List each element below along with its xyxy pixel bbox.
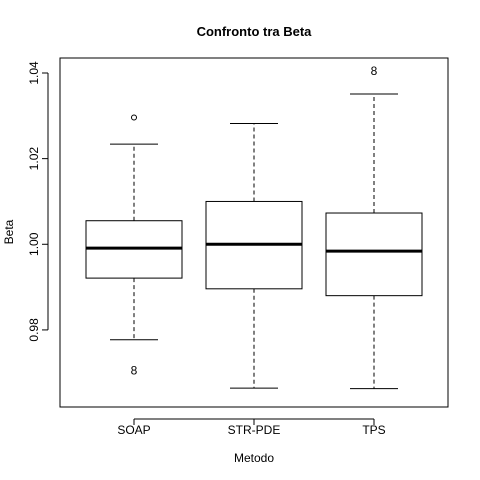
plot-frame xyxy=(59,57,449,408)
y-tick-label-3: 1.04 xyxy=(27,61,41,85)
box-tps: 8 xyxy=(325,64,423,390)
y-tick-label-0: 0.98 xyxy=(27,318,41,342)
box-str-pde xyxy=(205,123,303,389)
x-tick-label-0: SOAP xyxy=(117,423,150,437)
outlier-label-soap-1: 8 xyxy=(131,364,138,378)
x-axis-label: Metodo xyxy=(234,451,274,465)
y-tick-label-2: 1.02 xyxy=(27,147,41,171)
x-tick-label-1: STR-PDE xyxy=(228,423,281,437)
box-body-tps xyxy=(325,212,423,297)
box-soap: 8 xyxy=(85,114,183,378)
y-axis-label: Beta xyxy=(2,219,16,244)
y-tick-label-1: 1.00 xyxy=(27,232,41,256)
chart-title: Confronto tra Beta xyxy=(197,24,313,39)
y-axis: 0.98 1.00 1.02 1.04 xyxy=(27,61,49,342)
x-axis: SOAP STR-PDE TPS xyxy=(117,418,386,437)
outlier-label-tps-0: 8 xyxy=(371,64,378,78)
boxes-group: 88 xyxy=(85,64,423,390)
x-tick-label-2: TPS xyxy=(362,423,385,437)
outlier-soap-0 xyxy=(131,114,137,121)
